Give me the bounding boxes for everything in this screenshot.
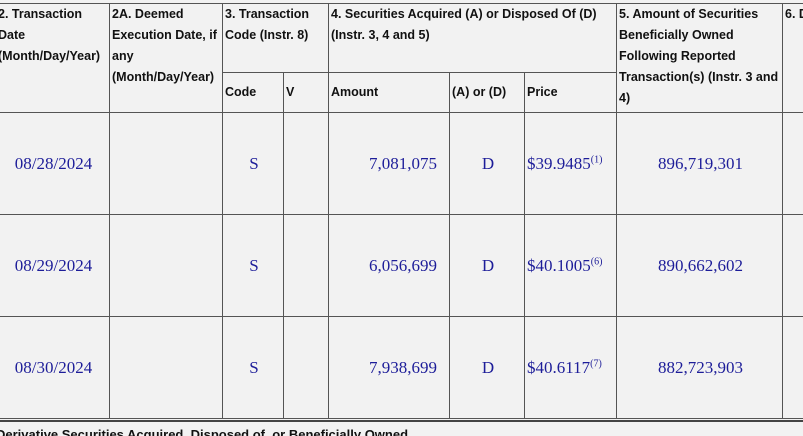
cell-a-or-d: D [449,316,525,419]
header-deemed-execution-date: 2A. Deemed Execution Date, if any (Month… [109,3,223,113]
cell-deemed-date [109,112,223,215]
header-securities-acquired-disposed: 4. Securities Acquired (A) or Disposed O… [327,3,618,73]
cell-deemed-date [109,214,223,317]
cell-owned: 890,662,602 [616,214,784,317]
price-value: $39.9485 [527,153,591,173]
cell-date: 08/30/2024 [0,316,110,419]
transaction-table: 2. Transaction Date (Month/Day/Year) 2A.… [0,3,803,419]
cell-date: 08/28/2024 [0,112,110,215]
next-section-heading: Derivative Securities Acquired, Disposed… [0,420,803,436]
table-row: 08/29/2024 S 6,056,699 D $40.1005(6) 890… [0,214,803,317]
cell-owned: 882,723,903 [616,316,784,419]
header-transaction-code: 3. Transaction Code (Instr. 8) [222,3,329,73]
header-ownership-form: 6. D (I [782,3,803,113]
cell-amount: 7,938,699 [328,316,450,419]
table-row: 08/28/2024 S 7,081,075 D $39.9485(1) 896… [0,112,803,215]
footnote-link[interactable]: (7) [590,357,602,369]
header-amount-beneficially-owned: 5. Amount of Securities Beneficially Own… [616,3,784,113]
subheader-a-or-d: (A) or (D) [449,72,525,113]
cell-ownership-form [782,112,803,215]
cell-a-or-d: D [449,112,525,215]
subheader-amount: Amount [328,72,450,113]
cell-deemed-date [109,316,223,419]
cell-code: S [222,112,284,215]
cell-price: $40.6117(7) [523,316,618,419]
footnote-link[interactable]: (6) [590,255,603,267]
cell-price: $39.9485(1) [523,112,618,215]
cell-amount: 7,081,075 [328,112,450,215]
subheader-v: V [283,72,329,113]
price-value: $40.1005 [527,255,591,275]
cell-amount: 6,056,699 [328,214,450,317]
header-transaction-date: 2. Transaction Date (Month/Day/Year) [0,3,110,113]
cell-price: $40.1005(6) [523,214,618,317]
cell-a-or-d: D [449,214,525,317]
price-value: $40.6117 [527,357,591,377]
cell-v [283,112,329,215]
cell-ownership-form [782,214,803,317]
cell-owned: 896,719,301 [616,112,784,215]
footnote-link[interactable]: (1) [590,153,603,165]
cell-v [283,214,329,317]
cell-v [283,316,329,419]
table-row: 08/30/2024 S 7,938,699 D $40.6117(7) 882… [0,316,803,419]
subheader-code: Code [222,72,284,113]
cell-date: 08/29/2024 [0,214,110,317]
cell-code: S [222,316,284,419]
cell-ownership-form [782,316,803,419]
cell-code: S [222,214,284,317]
subheader-price: Price [523,72,618,113]
